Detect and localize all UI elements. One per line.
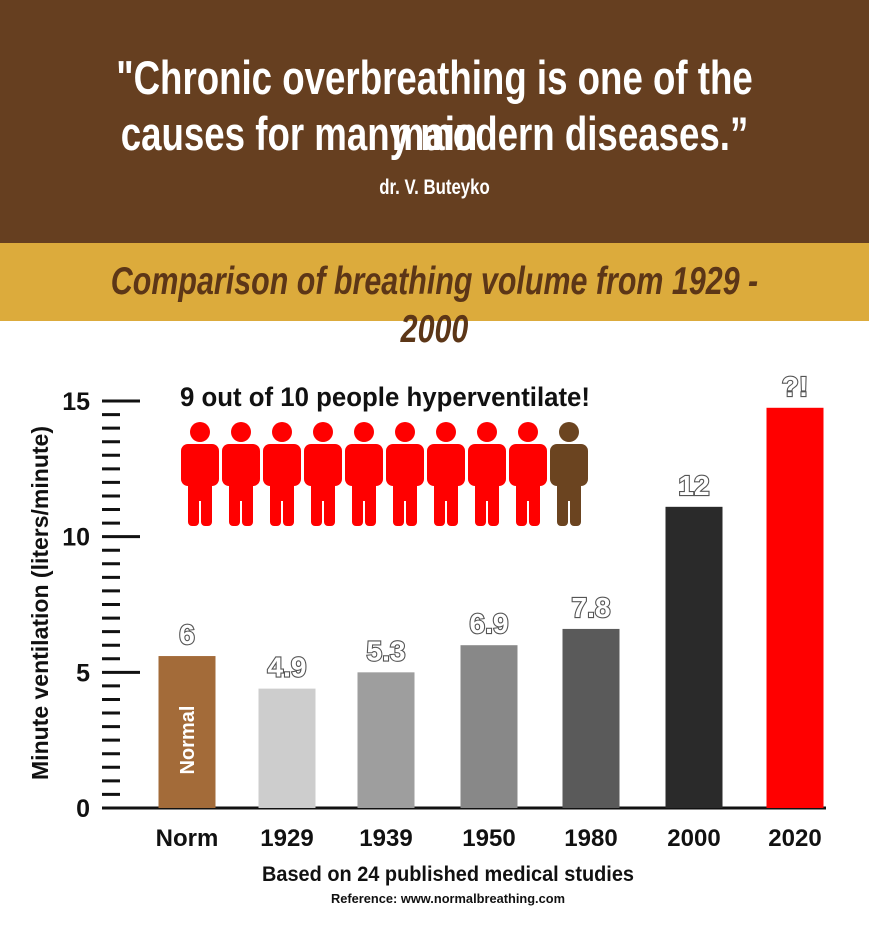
quote-line-2: causes for many modern diseases.” — [120, 107, 749, 160]
person-icon-hyperventilating — [181, 422, 219, 526]
data-label: ?! — [782, 371, 808, 402]
bars: 6 Norm Normal 4.9 1929 5.3 1939 6.9 1950 7.8 1980 1… — [156, 370, 824, 852]
x-tick-label: 1950 — [462, 825, 515, 852]
person-icon-normal — [550, 422, 588, 526]
y-axis-label: Minute ventilation (liters/minute) — [27, 426, 53, 780]
bar-2020 — [766, 407, 824, 808]
annotation: 9 out of 10 people hyperventilate! — [180, 382, 590, 412]
quote-line-1: "Chronic overbreathing is one of the mai… — [116, 51, 753, 160]
y-tick-label: 5 — [76, 659, 90, 687]
y-tick-label: 0 — [76, 795, 90, 823]
bar-2000 — [665, 506, 723, 808]
person-icon-hyperventilating — [509, 422, 547, 526]
person-icon-hyperventilating — [263, 422, 301, 526]
bar-chart: 0 5 10 15 6 Norm Normal 4.9 1929 5.3 1939 6.9 1950 7… — [27, 370, 826, 906]
bar-norm — [158, 656, 216, 808]
person-icon-hyperventilating — [386, 422, 424, 526]
data-label: 6 — [179, 619, 195, 650]
x-tick-label: Norm — [156, 825, 219, 852]
bar-1939 — [357, 672, 415, 808]
x-tick-label: 1980 — [564, 825, 617, 852]
data-label: 12 — [678, 470, 709, 501]
footnote: Based on 24 published medical studies — [262, 863, 634, 886]
subtitle-band — [0, 243, 869, 321]
x-tick-label: 2020 — [768, 825, 821, 852]
data-label: 7.8 — [572, 592, 611, 623]
chart-title: Comparison of breathing volume from 1929… — [110, 260, 759, 351]
people-icons — [181, 422, 588, 526]
x-tick-label: 2000 — [667, 825, 720, 852]
data-label: 6.9 — [470, 608, 509, 639]
x-tick-label: 1939 — [359, 825, 412, 852]
person-icon-hyperventilating — [427, 422, 465, 526]
reference: Reference: www.normalbreathing.com — [331, 891, 565, 906]
data-label: 5.3 — [367, 635, 406, 666]
bar-1950 — [460, 645, 518, 808]
y-tick-label: 15 — [62, 388, 90, 416]
quote-author: dr. V. Buteyko — [379, 176, 490, 199]
person-icon-hyperventilating — [304, 422, 342, 526]
x-tick-label: 1929 — [260, 825, 313, 852]
y-tick-label: 10 — [62, 524, 90, 552]
bar-1980 — [562, 628, 620, 808]
quote-header — [0, 0, 869, 243]
bar-1929 — [258, 688, 316, 808]
data-label: 4.9 — [268, 652, 307, 683]
person-icon-hyperventilating — [468, 422, 506, 526]
bar-inner-label: Normal — [177, 706, 199, 775]
person-icon-hyperventilating — [222, 422, 260, 526]
person-icon-hyperventilating — [345, 422, 383, 526]
